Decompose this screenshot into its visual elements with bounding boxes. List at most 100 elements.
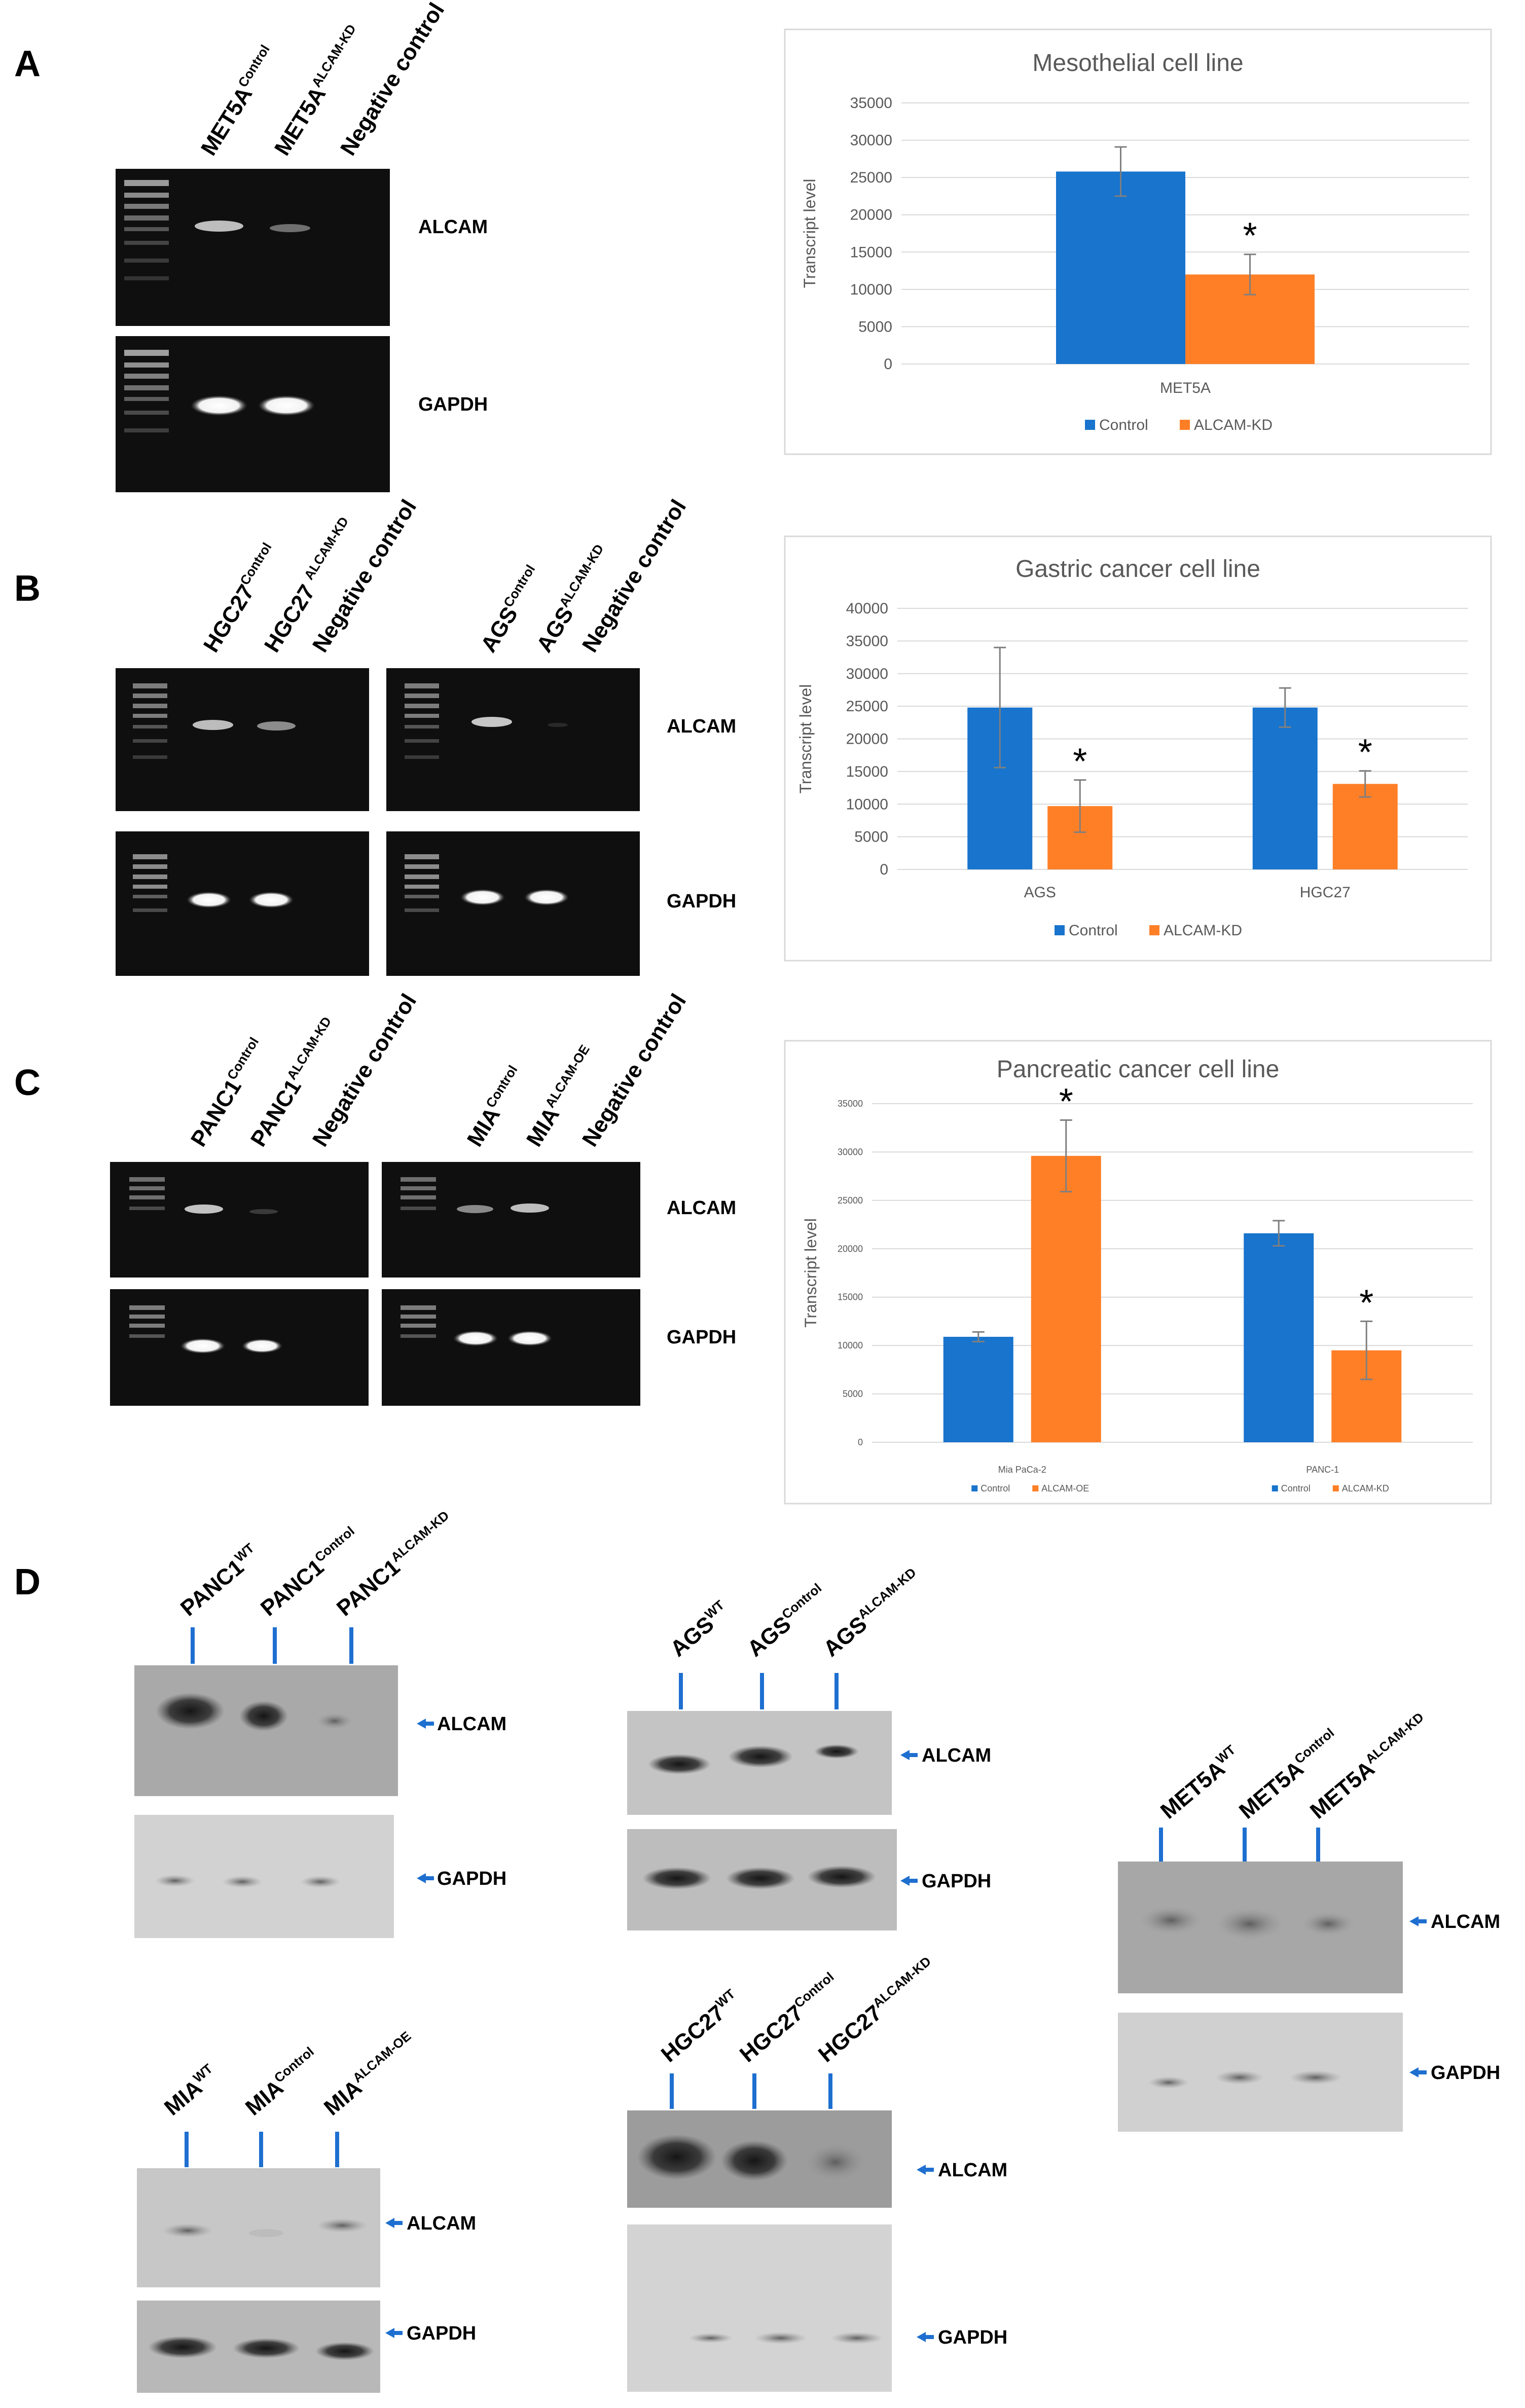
blot-band — [807, 1866, 876, 1888]
band-label: ALCAM — [938, 2160, 1007, 2181]
y-tick-label: 25000 — [846, 698, 888, 715]
lane-label: AGSWT — [665, 1597, 735, 1661]
panel-label-b: B — [14, 568, 41, 609]
blot-band — [814, 1744, 859, 1759]
lane-label: MET5AControl — [195, 42, 282, 160]
blot-band — [1215, 1908, 1284, 1940]
lane-label: PANC1WT — [175, 1540, 264, 1621]
arrow-icon — [385, 2218, 403, 2228]
western-blot-panc1: PANC1WT PANC1Control PANC1ALCAM-KD ALCAM… — [134, 1508, 506, 1938]
blot-band — [316, 1713, 353, 1729]
blot-band — [754, 2332, 807, 2344]
blot-band — [300, 1876, 341, 1888]
significance-star: * — [1059, 1081, 1073, 1122]
arrow-icon — [385, 2328, 403, 2338]
blot-band — [317, 2218, 368, 2233]
western-blot-mia: MIAWT MIAControl MIAALCAM-OE ALCAM GAPDH — [137, 2028, 476, 2393]
lane-label: AGSControl — [742, 1580, 831, 1662]
y-tick-label: 40000 — [846, 600, 888, 617]
gel-band — [270, 224, 310, 232]
x-tick-label: Mia PaCa-2 — [998, 1465, 1046, 1475]
lane-label: HGC27WT — [656, 1986, 745, 2067]
legend-swatch — [1055, 925, 1065, 935]
blot-band — [1289, 2070, 1342, 2085]
bar-chart-mesothelial: Mesothelial cell line 0 5000 10000 15000 2000… — [784, 28, 1492, 455]
blot-band — [1215, 2070, 1264, 2085]
bar — [1244, 1233, 1314, 1442]
y-tick-label: 25000 — [838, 1195, 863, 1206]
lane-label: MET5AWT — [1155, 1742, 1246, 1824]
y-tick-label: 20000 — [838, 1244, 863, 1254]
gel-band — [242, 1339, 282, 1353]
blot-image — [1118, 2013, 1403, 2132]
gel-band — [471, 717, 512, 727]
gel-band — [460, 889, 505, 905]
blot-band — [726, 1867, 795, 1889]
band-label: ALCAM — [407, 2213, 476, 2234]
y-tick-label: 30000 — [846, 666, 888, 682]
arrow-icon — [900, 1750, 918, 1760]
gel-b: HGC27Control HGC27 ALCAM-KD Negative con… — [116, 495, 736, 976]
lane-label: MET5AALCAM-KD — [1304, 1709, 1434, 1824]
band-label: ALCAM — [667, 716, 736, 737]
y-tick-label: 35000 — [850, 95, 892, 112]
bar-chart-pancreatic: Pancreatic cancer cell line 0 5000 10000 150… — [784, 1040, 1492, 1505]
lane-label: MIAControl — [461, 1063, 530, 1151]
ladder — [133, 854, 167, 912]
legend-label: Control — [981, 1483, 1010, 1493]
blot-band — [648, 1754, 711, 1774]
gel-band — [457, 1205, 493, 1213]
legend-swatch — [1149, 925, 1159, 935]
legend-swatch — [1032, 1485, 1039, 1491]
x-tick-label: PANC-1 — [1306, 1465, 1339, 1475]
gel-image — [386, 831, 640, 976]
blot-band — [1140, 1906, 1203, 1935]
blot-band — [148, 2336, 217, 2358]
gel-band — [249, 892, 294, 908]
significance-star: * — [1073, 742, 1087, 782]
blot-band — [222, 1876, 263, 1888]
x-tick-label: HGC27 — [1300, 884, 1351, 901]
blot-band — [688, 2333, 733, 2343]
y-tick-label: 5000 — [843, 1389, 863, 1399]
arrow-icon — [1409, 1916, 1427, 1926]
y-tick-label: 15000 — [838, 1292, 863, 1302]
gel-band — [548, 723, 568, 727]
arrow-icon — [917, 2332, 934, 2342]
y-axis-label: Transcript level — [796, 684, 815, 794]
band-label: GAPDH — [437, 1868, 506, 1889]
legend-swatch — [1272, 1485, 1278, 1491]
x-tick-label: AGS — [1024, 884, 1056, 901]
blot-band — [233, 2338, 300, 2358]
ladder — [124, 180, 169, 280]
significance-star: * — [1358, 733, 1372, 773]
panel-label-d: D — [14, 1562, 41, 1602]
chart-frame — [784, 535, 1492, 962]
gel-c: PANC1Control PANC1ALCAM-KD Negative cont… — [110, 990, 736, 1406]
y-tick-label: 5000 — [854, 829, 888, 846]
y-tick-label: 35000 — [838, 1099, 863, 1109]
legend-label: ALCAM-KD — [1194, 417, 1273, 433]
significance-star: * — [1359, 1283, 1373, 1323]
y-tick-label: 10000 — [838, 1340, 863, 1351]
y-tick-label: 0 — [880, 861, 888, 878]
gel-band — [193, 720, 233, 730]
lane-label: Negative control — [308, 990, 421, 1151]
gel-band — [180, 1338, 225, 1354]
arrow-icon — [417, 1873, 434, 1883]
y-axis-label: Transcript level — [801, 179, 819, 288]
y-tick-label: 10000 — [846, 796, 888, 813]
x-tick-label: MET5A — [1160, 380, 1211, 396]
ladder — [401, 1177, 436, 1210]
blot-band — [721, 2140, 788, 2181]
blot-band — [728, 1745, 793, 1768]
y-tick-label: 0 — [884, 356, 892, 373]
gel-band — [511, 1203, 549, 1213]
band-label: GAPDH — [1431, 2062, 1500, 2084]
band-label: GAPDH — [418, 394, 488, 415]
western-blot-ags: AGSWT AGSControl AGSALCAM-KD ALCAM GAPDH — [627, 1564, 991, 1930]
lane-label: AGSALCAM-KD — [818, 1564, 926, 1661]
gel-a-lane-labels: MET5AControl MET5AALCAM-KD Negative cont… — [195, 0, 449, 160]
y-tick-label: 15000 — [850, 244, 892, 261]
y-tick-label: 35000 — [846, 633, 888, 649]
